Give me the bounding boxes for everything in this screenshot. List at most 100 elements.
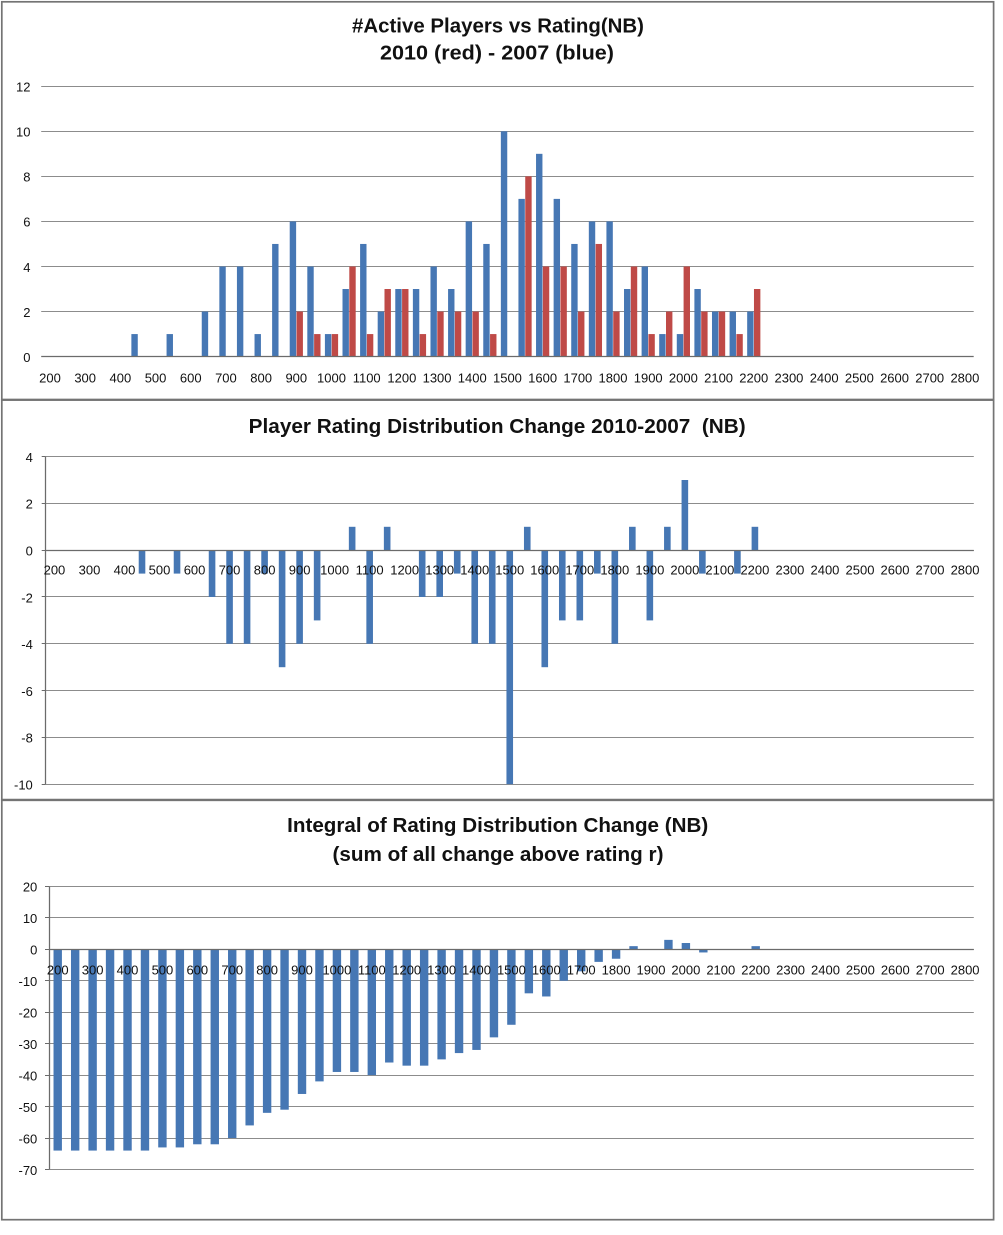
svg-text:2800: 2800 [951, 962, 980, 977]
svg-text:700: 700 [215, 371, 237, 386]
svg-text:1900: 1900 [634, 371, 663, 386]
svg-text:1700: 1700 [563, 371, 592, 386]
svg-text:4: 4 [26, 450, 33, 465]
svg-text:1700: 1700 [567, 962, 596, 977]
svg-text:400: 400 [110, 371, 132, 386]
svg-text:2: 2 [26, 497, 33, 512]
svg-text:2600: 2600 [880, 371, 909, 386]
svg-text:(sum of all change above ratin: (sum of all change above rating r) [333, 844, 664, 866]
svg-text:20: 20 [23, 880, 37, 895]
svg-text:600: 600 [184, 562, 206, 577]
svg-text:2300: 2300 [774, 371, 803, 386]
svg-text:200: 200 [47, 962, 69, 977]
svg-text:Player Rating Distribution Cha: Player Rating Distribution Change 2010-2… [249, 416, 746, 438]
svg-text:1800: 1800 [599, 371, 628, 386]
svg-text:8: 8 [23, 170, 30, 185]
svg-text:2600: 2600 [881, 962, 910, 977]
svg-text:1900: 1900 [635, 562, 664, 577]
svg-text:2500: 2500 [846, 962, 875, 977]
svg-text:1300: 1300 [425, 562, 454, 577]
svg-text:600: 600 [180, 371, 202, 386]
svg-text:1400: 1400 [462, 962, 491, 977]
svg-text:1200: 1200 [392, 962, 421, 977]
svg-text:12: 12 [16, 80, 30, 95]
svg-text:2300: 2300 [776, 962, 805, 977]
svg-text:2800: 2800 [950, 371, 979, 386]
svg-text:-40: -40 [19, 1068, 38, 1083]
svg-text:-30: -30 [19, 1037, 38, 1052]
svg-text:-8: -8 [21, 731, 33, 746]
svg-text:2400: 2400 [810, 371, 839, 386]
svg-text:1400: 1400 [458, 371, 487, 386]
svg-text:1100: 1100 [356, 562, 384, 577]
svg-text:2400: 2400 [811, 962, 840, 977]
svg-text:-20: -20 [19, 1006, 38, 1021]
svg-text:300: 300 [79, 562, 101, 577]
svg-text:2000: 2000 [670, 562, 699, 577]
svg-text:200: 200 [44, 562, 66, 577]
svg-text:2100: 2100 [705, 562, 734, 577]
svg-text:-10: -10 [19, 974, 38, 989]
svg-text:2300: 2300 [775, 562, 804, 577]
svg-text:400: 400 [114, 562, 136, 577]
svg-text:1500: 1500 [495, 562, 524, 577]
svg-text:0: 0 [23, 350, 30, 365]
svg-text:1000: 1000 [317, 371, 346, 386]
svg-text:1700: 1700 [565, 562, 594, 577]
svg-text:-70: -70 [19, 1163, 38, 1178]
svg-text:6: 6 [23, 215, 30, 230]
svg-text:1600: 1600 [528, 371, 557, 386]
svg-text:2600: 2600 [881, 562, 910, 577]
svg-text:1200: 1200 [387, 371, 416, 386]
svg-text:400: 400 [117, 962, 139, 977]
svg-text:2200: 2200 [740, 562, 769, 577]
svg-text:4: 4 [23, 260, 30, 275]
svg-text:0: 0 [30, 943, 37, 958]
svg-text:300: 300 [82, 962, 104, 977]
svg-text:1800: 1800 [600, 562, 629, 577]
svg-text:2000: 2000 [669, 371, 698, 386]
svg-text:0: 0 [26, 544, 33, 559]
svg-text:800: 800 [254, 562, 276, 577]
svg-text:1600: 1600 [532, 962, 561, 977]
svg-text:2200: 2200 [739, 371, 768, 386]
svg-text:1300: 1300 [427, 962, 456, 977]
svg-text:2010 (red) - 2007 (blue): 2010 (red) - 2007 (blue) [380, 43, 614, 65]
svg-text:-6: -6 [21, 684, 33, 699]
svg-text:200: 200 [39, 371, 61, 386]
svg-text:900: 900 [289, 562, 311, 577]
svg-text:10: 10 [23, 911, 37, 926]
svg-text:1400: 1400 [460, 562, 489, 577]
svg-text:1500: 1500 [493, 371, 522, 386]
svg-text:1300: 1300 [423, 371, 452, 386]
svg-text:-60: -60 [19, 1131, 38, 1146]
svg-text:10: 10 [16, 125, 30, 140]
svg-text:1100: 1100 [358, 962, 386, 977]
svg-text:900: 900 [285, 371, 307, 386]
svg-text:1000: 1000 [322, 962, 351, 977]
svg-text:2700: 2700 [916, 962, 945, 977]
svg-text:#Active Players vs Rating(NB): #Active Players vs Rating(NB) [352, 16, 644, 38]
svg-text:2500: 2500 [846, 562, 875, 577]
svg-text:-10: -10 [14, 778, 33, 793]
svg-text:-50: -50 [19, 1100, 38, 1115]
svg-text:2800: 2800 [951, 562, 980, 577]
svg-text:500: 500 [145, 371, 167, 386]
svg-text:1100: 1100 [353, 371, 381, 386]
svg-text:1600: 1600 [530, 562, 559, 577]
svg-text:1200: 1200 [390, 562, 419, 577]
svg-text:900: 900 [291, 962, 313, 977]
svg-text:1800: 1800 [602, 962, 631, 977]
svg-text:2700: 2700 [915, 371, 944, 386]
svg-text:700: 700 [221, 962, 243, 977]
svg-text:1500: 1500 [497, 962, 526, 977]
svg-text:300: 300 [74, 371, 96, 386]
svg-text:2100: 2100 [704, 371, 733, 386]
svg-text:2700: 2700 [916, 562, 945, 577]
svg-text:-4: -4 [21, 637, 33, 652]
svg-text:2000: 2000 [671, 962, 700, 977]
svg-text:500: 500 [152, 962, 174, 977]
svg-text:500: 500 [149, 562, 171, 577]
svg-text:2100: 2100 [706, 962, 735, 977]
svg-text:2400: 2400 [810, 562, 839, 577]
